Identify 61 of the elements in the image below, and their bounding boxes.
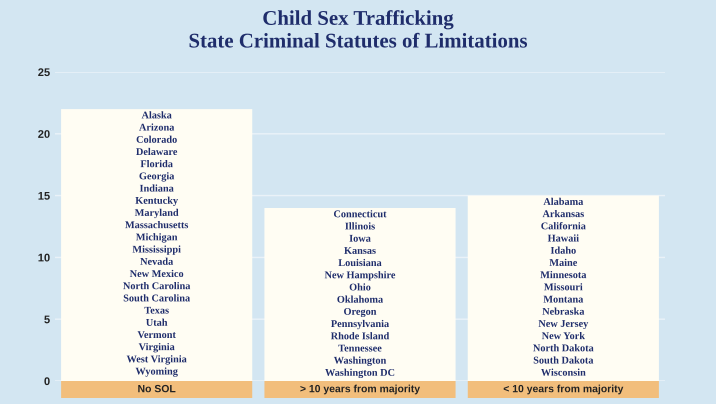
annotation: Maryland <box>134 208 179 218</box>
annotation: Kansas <box>344 247 376 254</box>
annotation: Wisconsin <box>541 368 586 376</box>
annotation: Wyoming <box>136 367 178 377</box>
y-tick-label: 15 <box>38 192 50 200</box>
y-tick-label: 25 <box>38 68 50 76</box>
annotation: Maine <box>550 258 578 266</box>
annotation: California <box>541 222 586 230</box>
annotation: Hawaii <box>548 234 579 242</box>
annotation: Mississippi <box>132 245 181 255</box>
annotation: Kentucky <box>135 196 178 206</box>
annotation: Missouri <box>544 283 583 290</box>
annotation: Nebraska <box>542 308 584 315</box>
annotation: South Carolina <box>124 294 190 302</box>
annotation: Idaho <box>550 246 576 254</box>
annotation: Arkansas <box>542 210 584 218</box>
annotation: Alabama <box>543 198 584 205</box>
annotation: Florida <box>140 160 173 168</box>
annotation: North Carolina <box>123 282 190 290</box>
annotation: Texas <box>144 306 169 314</box>
annotation: Rhode Island <box>330 332 390 340</box>
annotation: New Jersey <box>538 320 588 330</box>
annotation: Oregon <box>344 308 376 318</box>
annotation: Delaware <box>136 148 178 156</box>
annotation: Washington <box>334 356 386 366</box>
annotation: Colorado <box>136 136 177 143</box>
annotation: Arizona <box>139 123 174 131</box>
x-tick-label: < 10 years from majority <box>504 384 624 394</box>
y-tick-label: 20 <box>38 130 50 138</box>
annotation: Illinois <box>345 222 375 230</box>
annotation: Ohio <box>350 283 370 291</box>
annotation: Michigan <box>136 233 178 243</box>
annotation: Alaska <box>142 111 172 118</box>
annotation: New Mexico <box>130 270 184 278</box>
annotation: Indiana <box>140 184 174 192</box>
annotation: Tennessee <box>338 344 382 352</box>
y-tick-label: 10 <box>38 254 50 262</box>
y-tick-label: 5 <box>44 316 50 324</box>
annotation: Utah <box>146 318 168 326</box>
annotation: Louisiana <box>338 258 382 266</box>
annotation: Montana <box>544 296 584 303</box>
y-tick-label: 0 <box>44 377 50 386</box>
annotation: Washington DC <box>325 368 394 378</box>
chart-title: Child Sex Trafficking State Criminal Statutes of Limitations <box>190 10 528 48</box>
annotation: Vermont <box>138 331 176 338</box>
annotation: Minnesota <box>540 270 586 278</box>
x-tick-label: No SOL <box>138 384 176 392</box>
annotation: Georgia <box>139 172 174 182</box>
annotation: West Virginia <box>126 355 187 365</box>
annotation: North Dakota <box>533 344 594 352</box>
annotation: South Dakota <box>534 356 594 364</box>
x-tick-label: > 10 years from majority <box>300 384 420 394</box>
annotation: Massachusetts <box>125 221 188 228</box>
annotation: Connecticut <box>334 210 387 218</box>
annotation: New Hampshire <box>324 271 396 280</box>
annotation: Nevada <box>140 258 174 265</box>
annotation: Oklahoma <box>337 296 383 303</box>
annotation: Iowa <box>349 234 371 242</box>
annotation: New York <box>542 332 585 340</box>
annotation: Virginia <box>138 342 175 352</box>
annotation: Pennsylvania <box>331 320 389 330</box>
